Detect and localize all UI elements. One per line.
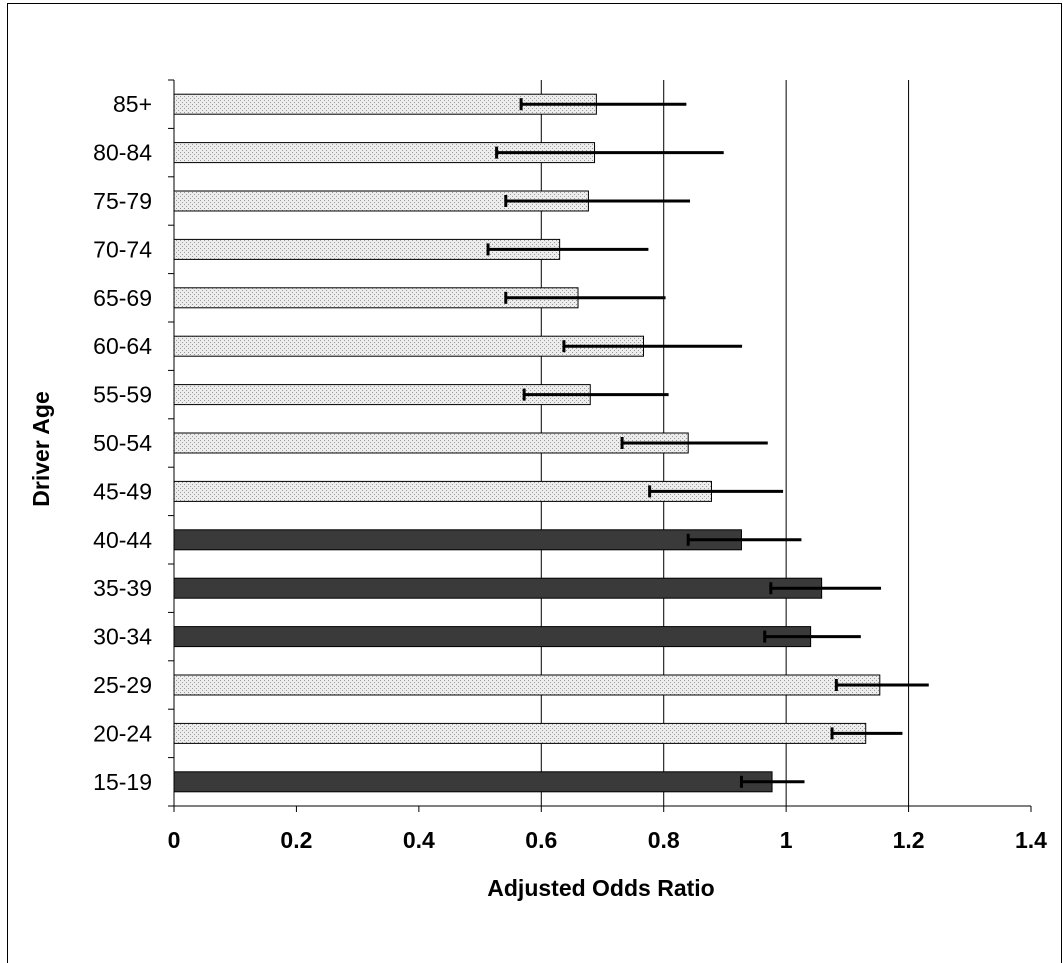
bars [173, 93, 881, 793]
y-tick-label: 65-69 [93, 285, 152, 311]
bar [173, 577, 823, 599]
y-tick-labels: 15-19 20-24 25-29 30-34 35-39 40-44 45-49 50-54… [93, 91, 152, 795]
chart-frame [7, 3, 1062, 963]
y-tick-label: 15-19 [93, 769, 152, 795]
y-tick-label: 75-79 [93, 188, 152, 214]
y-tick-label: 85+ [113, 91, 152, 117]
y-tick-label: 80-84 [93, 140, 152, 166]
x-tick-label: 0.8 [648, 827, 680, 853]
y-tick-label: 45-49 [93, 478, 152, 504]
x-tick-label: 0.6 [525, 827, 557, 853]
y-tick-label: 30-34 [93, 624, 152, 650]
bar [173, 722, 867, 744]
x-tick-label: 1.2 [893, 827, 925, 853]
x-axis-title: Adjusted Odds Ratio [487, 875, 714, 901]
bar [173, 626, 812, 648]
bar [173, 432, 689, 454]
y-tick-label: 40-44 [93, 527, 152, 553]
x-tick-label: 1 [780, 827, 793, 853]
y-axis-title: Driver Age [28, 391, 54, 506]
x-tick-label: 0 [168, 827, 181, 853]
y-tick-label: 55-59 [93, 382, 152, 408]
axes [168, 79, 1032, 812]
x-tick-label: 0.4 [403, 827, 435, 853]
y-tick-label: 20-24 [93, 720, 152, 746]
bar [173, 529, 742, 551]
y-tick-label: 25-29 [93, 672, 152, 698]
x-tick-label: 1.4 [1015, 827, 1047, 853]
error-bars [486, 98, 929, 788]
bar [173, 674, 881, 696]
bar [173, 480, 712, 502]
x-tick-labels: 0 0.2 0.4 0.6 0.8 1 1.2 1.4 [168, 827, 1048, 853]
y-tick-label: 70-74 [93, 236, 152, 262]
bar [173, 771, 773, 793]
y-tick-label: 35-39 [93, 575, 152, 601]
x-tick-label: 0.2 [280, 827, 312, 853]
y-tick-label: 60-64 [93, 333, 152, 359]
y-tick-label: 50-54 [93, 430, 152, 456]
